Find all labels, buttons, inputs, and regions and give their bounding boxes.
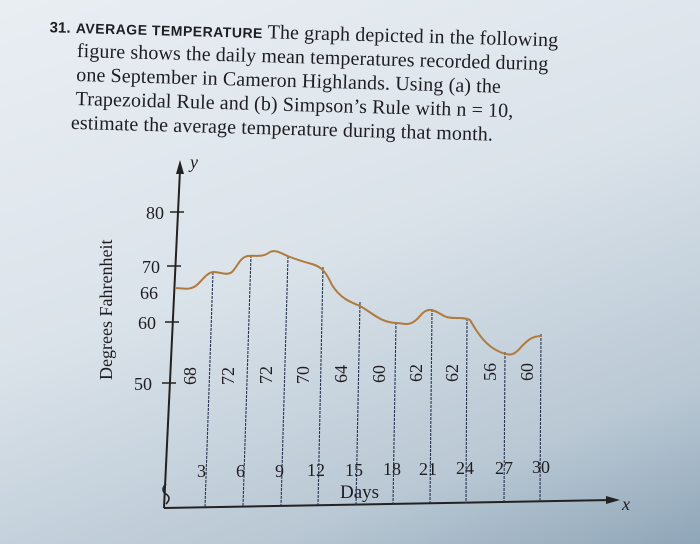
ordinate-value-labels: 68 72 72 70 64 60 62 62 56 60	[180, 363, 537, 385]
svg-text:30: 30	[532, 457, 550, 477]
axis-break-icon	[162, 483, 170, 505]
svg-text:68: 68	[180, 367, 200, 385]
svg-text:62: 62	[406, 364, 426, 382]
svg-text:60: 60	[138, 313, 156, 333]
ordinate-lines	[204, 254, 542, 508]
svg-text:9: 9	[275, 461, 284, 481]
x-ticks: 3 6 9 12 15 18 21 24 27 30	[197, 457, 550, 481]
svg-text:24: 24	[456, 458, 474, 478]
svg-text:50: 50	[134, 374, 152, 394]
y-ticks: 80 70 66 60 50	[134, 203, 184, 394]
svg-text:60: 60	[369, 365, 389, 383]
svg-text:6: 6	[236, 461, 245, 481]
x-axis	[163, 499, 613, 509]
svg-text:60: 60	[517, 363, 537, 381]
svg-text:62: 62	[442, 364, 462, 382]
y-axis-symbol: y	[188, 152, 198, 172]
svg-text:70: 70	[142, 257, 160, 277]
y-axis-label: Degrees Fahrenheit	[96, 239, 116, 380]
svg-text:80: 80	[146, 203, 164, 223]
svg-text:70: 70	[293, 366, 313, 384]
svg-text:56: 56	[480, 363, 500, 381]
svg-text:18: 18	[383, 459, 401, 479]
svg-text:27: 27	[495, 458, 513, 478]
svg-text:66: 66	[140, 283, 158, 303]
svg-text:3: 3	[197, 461, 206, 481]
x-axis-label: Days	[340, 482, 380, 503]
svg-text:15: 15	[345, 460, 363, 480]
y-axis-arrow-icon	[176, 160, 184, 174]
svg-text:64: 64	[331, 365, 351, 383]
svg-text:12: 12	[307, 460, 325, 480]
svg-text:72: 72	[218, 367, 238, 385]
x-axis-arrow-icon	[606, 496, 620, 504]
x-axis-symbol: x	[621, 494, 630, 514]
y-axis	[163, 169, 181, 509]
svg-text:21: 21	[419, 459, 437, 479]
temperature-curve	[175, 250, 543, 356]
svg-text:72: 72	[256, 366, 276, 384]
